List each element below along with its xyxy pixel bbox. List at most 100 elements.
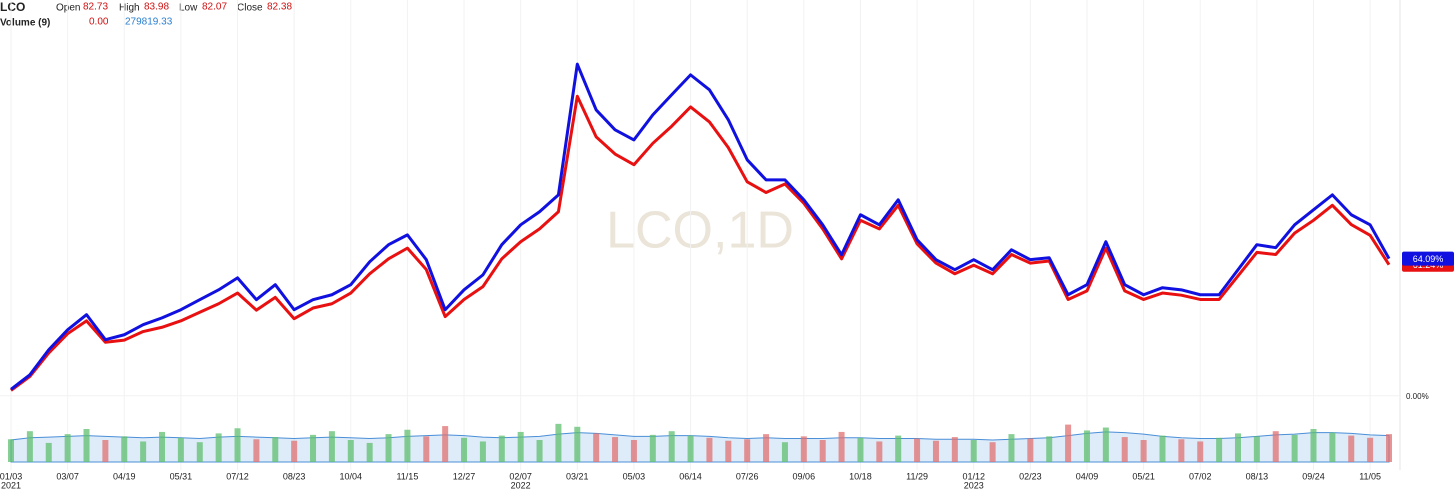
volume-bar <box>1272 431 1279 462</box>
volume-bar <box>102 440 109 462</box>
volume-bar <box>45 442 52 462</box>
volume-bar <box>536 440 543 462</box>
x-tick-label: 03/07 <box>56 471 79 481</box>
price-line <box>10 62 1391 391</box>
volume-ma-area <box>10 431 1390 463</box>
volume-bar <box>838 431 845 462</box>
x-tick-label: 10/18 <box>849 471 872 481</box>
volume-bar <box>725 440 732 462</box>
x-year-label: 2022 <box>511 480 531 490</box>
x-tick-label: 05/21 <box>1132 471 1155 481</box>
field-value: 83.98 <box>144 2 169 13</box>
field-label: Low <box>179 3 198 14</box>
x-tick-label: 02/07 <box>509 471 532 481</box>
volume-bar <box>895 435 902 462</box>
volume-bar <box>1291 434 1298 462</box>
volume-bar <box>385 434 392 462</box>
end-label-text: 64.09% <box>1413 254 1444 264</box>
volume-bar <box>819 440 826 462</box>
volume-bar <box>857 437 864 462</box>
volume-bar <box>1367 437 1374 462</box>
x-tick-label: 09/24 <box>1302 471 1325 481</box>
volume-bar <box>1329 432 1336 462</box>
volume-bar <box>26 431 33 462</box>
volume-bar <box>83 429 90 462</box>
volume-bar <box>555 423 562 462</box>
volume-bar <box>1140 440 1147 462</box>
x-tick-label: 11/15 <box>396 471 418 481</box>
x-tick-label: 05/03 <box>623 471 646 481</box>
x-tick-label: 01/12 <box>962 471 985 481</box>
x-tick-label: 12/27 <box>453 471 476 481</box>
volume-bar <box>1065 424 1072 462</box>
volume-bar <box>593 433 600 462</box>
volume-bar <box>442 426 449 462</box>
volume-bar <box>914 438 921 462</box>
x-year-label: 2021 <box>1 480 21 490</box>
volume-bar <box>763 434 770 462</box>
x-tick-label: 02/23 <box>1019 471 1042 481</box>
field-label: High <box>119 3 140 14</box>
x-tick-label: 09/06 <box>793 471 816 481</box>
volume-bar <box>159 431 166 462</box>
field-value: 82.07 <box>202 2 227 13</box>
x-tick-label: 11/29 <box>906 471 928 481</box>
volume-ma-value: 279819.33 <box>125 17 173 28</box>
volume-bar <box>517 431 524 462</box>
volume-bar <box>1310 429 1317 462</box>
volume-bar <box>800 436 807 462</box>
volume-bar <box>140 441 147 462</box>
x-tick-label: 10/04 <box>340 471 363 481</box>
volume-bar <box>612 437 619 462</box>
volume-bar <box>951 437 958 462</box>
volume-label: Volume (9) <box>0 18 50 29</box>
x-year-label: 2023 <box>964 480 984 490</box>
volume-bar <box>668 431 675 462</box>
volume-bar <box>970 440 977 462</box>
volume-bar <box>1216 437 1223 462</box>
volume-bar <box>932 440 939 462</box>
volume-bar <box>1159 435 1166 462</box>
volume-bar <box>310 434 317 462</box>
x-tick-label: 11/05 <box>1359 471 1381 481</box>
volume-bar <box>1027 438 1034 462</box>
volume-bar <box>328 431 335 462</box>
volume-bar <box>291 440 298 462</box>
volume-bar <box>1008 434 1015 462</box>
x-tick-label: 03/21 <box>566 471 589 481</box>
field-label: Close <box>237 3 263 14</box>
volume-bar <box>1234 433 1241 462</box>
x-tick-label: 07/02 <box>1189 471 1212 481</box>
volume-bar <box>479 441 486 462</box>
volume-bar <box>404 429 411 462</box>
volume-bar <box>630 440 637 462</box>
volume-bar <box>234 428 241 462</box>
volume-bar <box>706 437 713 462</box>
volume-bar <box>687 435 694 462</box>
field-label: Open <box>56 3 80 14</box>
x-tick-label: 08/23 <box>283 471 306 481</box>
volume-bar <box>1102 427 1109 462</box>
volume-bar <box>177 437 184 462</box>
x-tick-label: 07/12 <box>226 471 249 481</box>
volume-bar <box>1046 436 1053 462</box>
end-label-box <box>1402 251 1454 266</box>
volume-bar <box>876 441 883 462</box>
volume-bar <box>649 434 656 462</box>
volume-bar <box>461 437 468 462</box>
volume-bar <box>498 435 505 462</box>
volume-bar <box>1253 436 1260 462</box>
x-tick-label: 05/31 <box>170 471 193 481</box>
volume-bar <box>253 439 260 462</box>
volume-bar <box>121 436 128 462</box>
y-tick-label: 0.00% <box>1406 392 1429 401</box>
volume-bar <box>1348 435 1355 462</box>
volume-bar <box>1178 439 1185 462</box>
volume-bar <box>1386 434 1392 462</box>
volume-bar <box>423 436 430 462</box>
volume-bar <box>781 442 788 462</box>
volume-bar <box>989 442 996 462</box>
volume-bar <box>347 440 354 462</box>
volume-bar <box>272 437 279 462</box>
volume-bar <box>1121 437 1128 462</box>
